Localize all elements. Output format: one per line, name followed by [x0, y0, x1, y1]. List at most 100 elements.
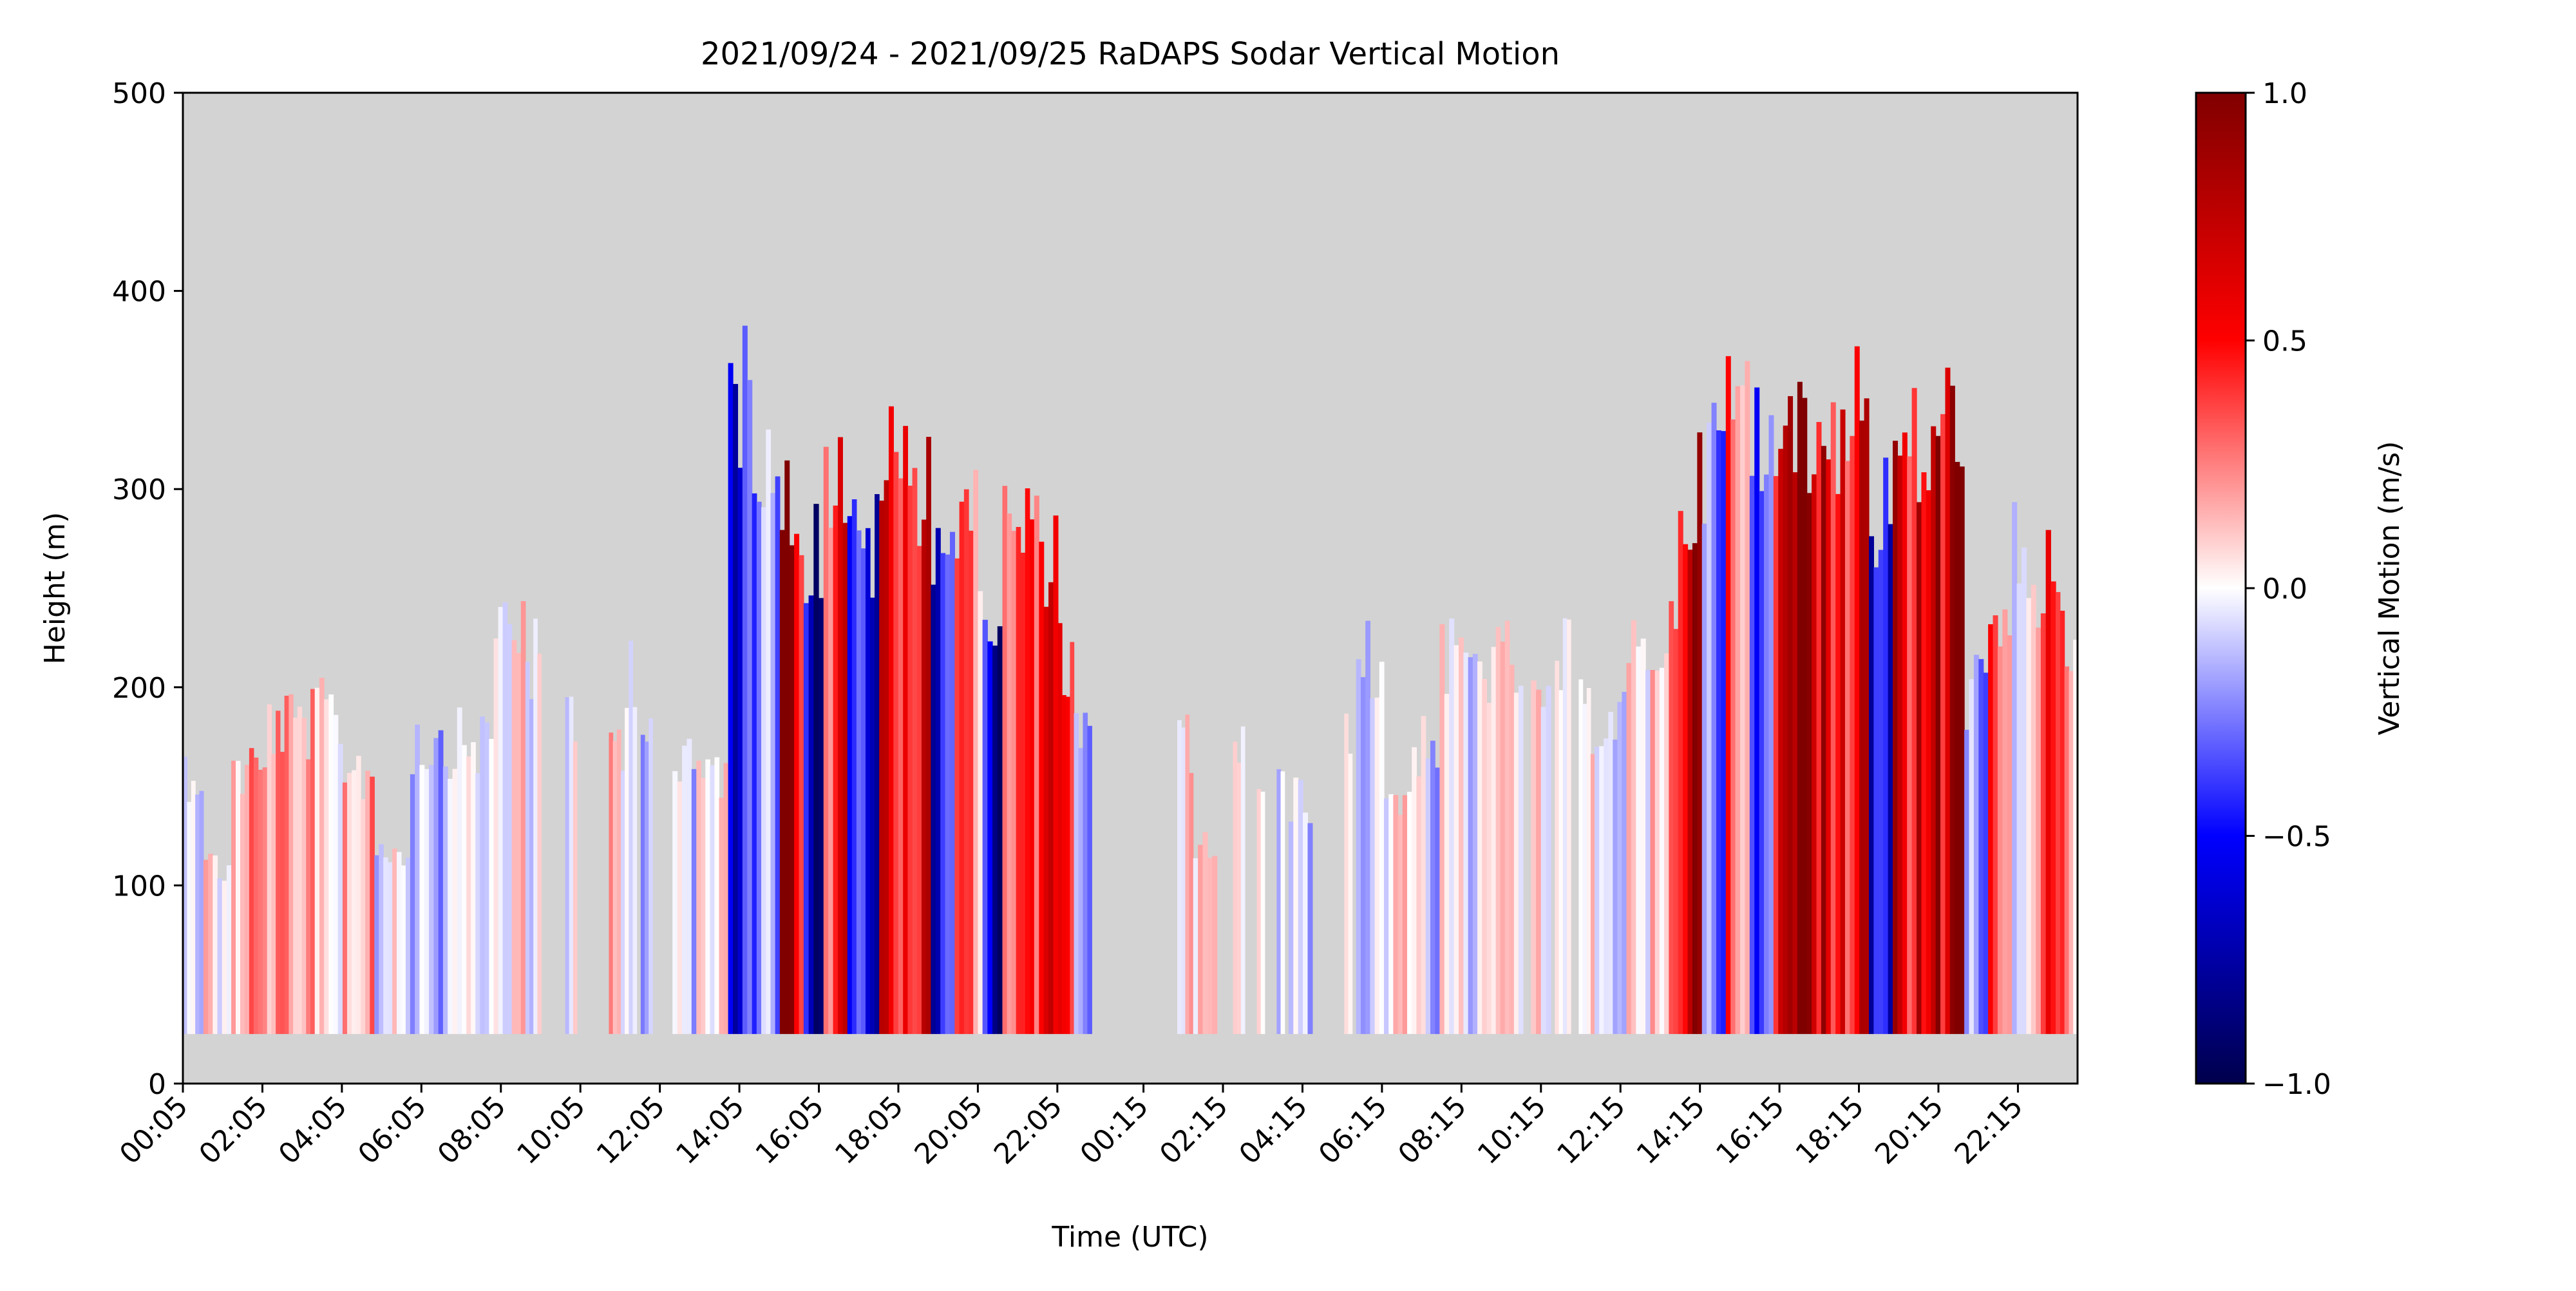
x-tick-label: 08:05: [431, 1090, 513, 1171]
heatmap-cell: [415, 724, 421, 1035]
heatmap-cell: [195, 794, 200, 1035]
heatmap-cell: [1062, 695, 1066, 1035]
heatmap-cell: [1921, 472, 1927, 1035]
data-segment: [1725, 356, 1750, 1035]
data-segment: [314, 678, 343, 1035]
heatmap-cell: [1701, 523, 1707, 1035]
heatmap-cell: [1365, 620, 1370, 1035]
heatmap-cell: [429, 765, 434, 1035]
heatmap-cell: [240, 794, 245, 1035]
data-segment: [1344, 713, 1353, 1035]
heatmap-cell: [728, 363, 734, 1035]
heatmap-cell: [448, 778, 453, 1035]
heatmap-cell: [1850, 435, 1855, 1035]
heatmap-cell: [213, 855, 218, 1035]
data-segment: [1177, 714, 1194, 1035]
data-segment: [1383, 792, 1412, 1035]
data-segment: [1412, 716, 1440, 1035]
heatmap-cell: [997, 626, 1003, 1035]
heatmap-cell: [842, 522, 848, 1035]
heatmap-cell: [1959, 466, 1965, 1035]
heatmap-cell: [1636, 646, 1642, 1035]
heatmap-cell: [833, 505, 838, 1035]
heatmap-cell: [361, 799, 366, 1035]
x-tick-label: 12:05: [591, 1090, 672, 1171]
data-segment: [879, 406, 904, 1035]
heatmap-cell: [533, 618, 538, 1035]
data-segment: [493, 601, 526, 1035]
heatmap-cell: [1491, 647, 1497, 1035]
heatmap-cell: [2064, 666, 2070, 1035]
heatmap-cell: [1370, 698, 1376, 1035]
heatmap-cell: [1043, 606, 1049, 1035]
heatmap-cell: [723, 763, 729, 1035]
heatmap-cell: [284, 695, 289, 1035]
heatmap-cell: [1425, 758, 1431, 1035]
data-segment: [1650, 601, 1679, 1035]
heatmap-cell: [462, 745, 467, 1035]
heatmap-cell: [1379, 662, 1385, 1035]
heatmap-cell: [253, 757, 259, 1035]
heatmap-cell: [529, 699, 534, 1035]
heatmap-cell: [1236, 762, 1242, 1035]
heatmap-cell: [1768, 415, 1774, 1035]
heatmap-cell: [649, 718, 653, 1035]
heatmap-cell: [498, 607, 504, 1035]
heatmap-cell: [1468, 657, 1473, 1035]
heatmap-cell: [1931, 426, 1937, 1035]
heatmap-cell: [742, 325, 748, 1035]
heatmap-cell: [333, 714, 339, 1035]
heatmap-cell: [696, 760, 701, 1035]
data-segment: [823, 437, 848, 1035]
heatmap-cell: [794, 533, 800, 1035]
heatmap-cell: [1177, 720, 1182, 1035]
heatmap-cell: [1645, 669, 1651, 1035]
heatmap-cell: [1074, 713, 1079, 1035]
heatmap-cell: [1626, 663, 1632, 1035]
heatmap-cell: [2069, 671, 2074, 1035]
data-segment: [183, 756, 204, 1035]
heatmap-cell: [982, 620, 988, 1035]
heatmap-cell: [1859, 420, 1865, 1035]
heatmap-cell: [799, 555, 804, 1035]
x-tick-label: 22:15: [1948, 1090, 2029, 1171]
x-tick-label: 08:15: [1392, 1090, 1473, 1171]
heatmap-cell: [609, 732, 614, 1035]
x-tick-label: 02:05: [193, 1090, 274, 1171]
heatmap-cell: [226, 865, 232, 1035]
heatmap-cell: [1692, 543, 1698, 1035]
heatmap-cell: [940, 553, 946, 1035]
heatmap-cell: [511, 640, 517, 1035]
heatmap-cell: [1945, 367, 1951, 1035]
heatmap-cell: [183, 756, 187, 1035]
heatmap-cell: [714, 757, 720, 1035]
colorbar: [2195, 91, 2247, 1085]
heatmap-cell: [1454, 645, 1459, 1035]
heatmap-cell: [208, 854, 213, 1035]
heatmap-cell: [1459, 637, 1464, 1035]
heatmap-cell: [1066, 696, 1070, 1035]
heatmap-cell: [1725, 356, 1731, 1035]
heatmap-cell: [1344, 713, 1349, 1035]
heatmap-cell: [2002, 609, 2008, 1035]
heatmap-cell: [1406, 792, 1412, 1035]
heatmap-cell: [199, 790, 204, 1035]
x-tick-label: 00:15: [1074, 1090, 1155, 1171]
y-tick-label: 300: [112, 473, 166, 506]
heatmap-cell: [1383, 798, 1389, 1035]
heatmap-cell: [1864, 398, 1870, 1035]
heatmap-cell: [1307, 823, 1313, 1035]
data-segment: [1893, 388, 1917, 1035]
x-tick-label: 02:15: [1153, 1090, 1235, 1171]
heatmap-cell: [733, 384, 739, 1035]
y-tick-label: 100: [112, 870, 166, 903]
heatmap-cell: [1212, 856, 1218, 1035]
heatmap-cell: [916, 546, 922, 1035]
heatmap-cell: [1421, 716, 1426, 1035]
heatmap-cell: [565, 697, 570, 1035]
colorbar-tick-label: 1.0: [2262, 77, 2307, 110]
data-segment: [1917, 426, 1941, 1035]
data-segment: [410, 707, 462, 1035]
heatmap-cell: [217, 878, 223, 1035]
data-segment: [1193, 832, 1218, 1035]
